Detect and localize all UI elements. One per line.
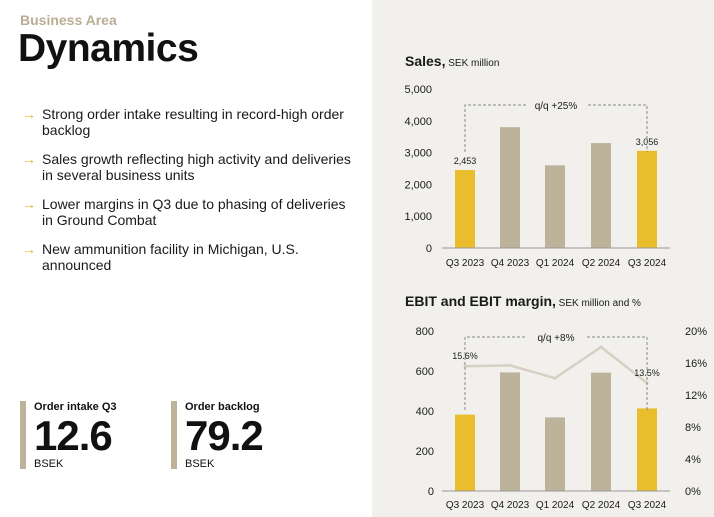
kpi-unit: BSEK bbox=[34, 458, 64, 470]
growth-label-bg bbox=[526, 329, 586, 345]
bullet-text: Lower margins in Q3 due to phasing of de… bbox=[42, 196, 346, 228]
chart-panel: Sales, SEK million 0 1,000 2,000 3,000 4,000 5… bbox=[372, 0, 714, 517]
chart-subtitle: SEK million and % bbox=[556, 298, 641, 309]
growth-label-bg bbox=[526, 97, 586, 113]
bar bbox=[455, 414, 475, 491]
data-label: 2,453 bbox=[454, 156, 477, 166]
chart-title: EBIT and EBIT margin, SEK million and % bbox=[405, 293, 641, 309]
left-panel: Business Area Dynamics → Strong order int… bbox=[18, 12, 352, 470]
bullet-item: → Lower margins in Q3 due to phasing of d… bbox=[22, 196, 352, 228]
x-tick-label: Q3 2023 bbox=[446, 500, 485, 511]
bar bbox=[500, 372, 520, 491]
x-tick-label: Q2 2024 bbox=[582, 258, 621, 269]
bullet-text: Strong order intake resulting in record-… bbox=[42, 106, 344, 138]
margin-point bbox=[599, 345, 603, 349]
y-right-tick-label: 0% bbox=[685, 486, 701, 498]
bar bbox=[637, 408, 657, 491]
sales-chart: Sales, SEK million 0 1,000 2,000 3,000 4,000 5… bbox=[404, 53, 670, 269]
x-tick-label: Q1 2024 bbox=[536, 258, 575, 269]
arrow-right-icon: → bbox=[22, 196, 36, 212]
bullet-text: Sales growth reflecting high activity an… bbox=[42, 151, 351, 183]
x-tick-label: Q2 2024 bbox=[582, 500, 621, 511]
growth-bracket bbox=[464, 336, 648, 410]
arrow-right-icon: → bbox=[22, 241, 36, 257]
y-tick-label: 1,000 bbox=[404, 211, 432, 223]
margin-label: 15.6% bbox=[452, 351, 478, 361]
bar bbox=[500, 127, 520, 248]
bar bbox=[545, 165, 565, 248]
bullet-item: → New ammunition facility in Michigan, U.… bbox=[22, 241, 352, 273]
chart-subtitle: SEK million bbox=[445, 58, 499, 69]
bullet-text: New ammunition facility in Michigan, U.S… bbox=[42, 241, 299, 273]
y-left-tick-label: 800 bbox=[416, 326, 434, 338]
y-left-tick-label: 0 bbox=[428, 486, 434, 498]
x-tick-label: Q3 2023 bbox=[446, 258, 485, 269]
kpi-order-intake: Order intake Q3 12.6 BSEK bbox=[20, 401, 117, 470]
kpi-unit: BSEK bbox=[185, 458, 215, 470]
bar bbox=[455, 169, 475, 248]
kpi-order-backlog: Order backlog 79.2 BSEK bbox=[171, 401, 264, 470]
y-right-tick-label: 16% bbox=[685, 358, 707, 370]
growth-annotation: q/q +25% bbox=[535, 101, 578, 112]
y-left-tick-label: 200 bbox=[416, 446, 434, 458]
bar bbox=[637, 150, 657, 248]
y-tick-label: 3,000 bbox=[404, 148, 432, 160]
kpi-label: Order intake Q3 bbox=[34, 401, 117, 413]
y-tick-label: 4,000 bbox=[404, 116, 432, 128]
y-right-tick-label: 4% bbox=[685, 454, 701, 466]
arrow-right-icon: → bbox=[22, 151, 36, 167]
bar bbox=[591, 143, 611, 248]
charts-svg: Sales, SEK million 0 1,000 2,000 3,000 4,000 5… bbox=[404, 53, 707, 511]
eyebrow-label: Business Area bbox=[20, 12, 117, 28]
y-tick-label: 0 bbox=[426, 243, 432, 255]
bar bbox=[591, 372, 611, 491]
kpi-label: Order backlog bbox=[185, 401, 260, 413]
bullet-list: → Strong order intake resulting in record… bbox=[22, 106, 352, 286]
page-title: Dynamics bbox=[18, 27, 199, 70]
bullet-item: → Sales growth reflecting high activity a… bbox=[22, 151, 352, 183]
margin-point bbox=[508, 363, 512, 367]
y-right-tick-label: 12% bbox=[685, 390, 707, 402]
kpi-value: 79.2 bbox=[185, 412, 264, 459]
margin-point bbox=[463, 364, 467, 368]
kpi-value: 12.6 bbox=[34, 412, 113, 459]
chart-title-text: EBIT and EBIT margin, bbox=[405, 293, 556, 309]
arrow-right-icon: → bbox=[22, 106, 36, 122]
y-left-tick-label: 600 bbox=[416, 366, 434, 378]
x-tick-label: Q3 2024 bbox=[628, 258, 667, 269]
y-tick-label: 2,000 bbox=[404, 179, 432, 191]
growth-annotation: q/q +8% bbox=[538, 333, 575, 344]
y-left-tick-label: 400 bbox=[416, 406, 434, 418]
x-tick-label: Q3 2024 bbox=[628, 500, 667, 511]
x-tick-label: Q4 2023 bbox=[491, 258, 530, 269]
chart-title: Sales, SEK million bbox=[405, 53, 499, 69]
bullet-item: → Strong order intake resulting in record… bbox=[22, 106, 352, 138]
margin-point bbox=[553, 376, 557, 380]
y-right-tick-label: 20% bbox=[685, 326, 707, 338]
y-tick-label: 5,000 bbox=[404, 84, 432, 96]
x-tick-label: Q1 2024 bbox=[536, 500, 575, 511]
ebit-chart: EBIT and EBIT margin, SEK million and % 0… bbox=[405, 293, 707, 511]
chart-title-text: Sales, bbox=[405, 53, 445, 69]
bar bbox=[545, 417, 565, 491]
x-tick-label: Q4 2023 bbox=[491, 500, 530, 511]
y-right-tick-label: 8% bbox=[685, 422, 701, 434]
